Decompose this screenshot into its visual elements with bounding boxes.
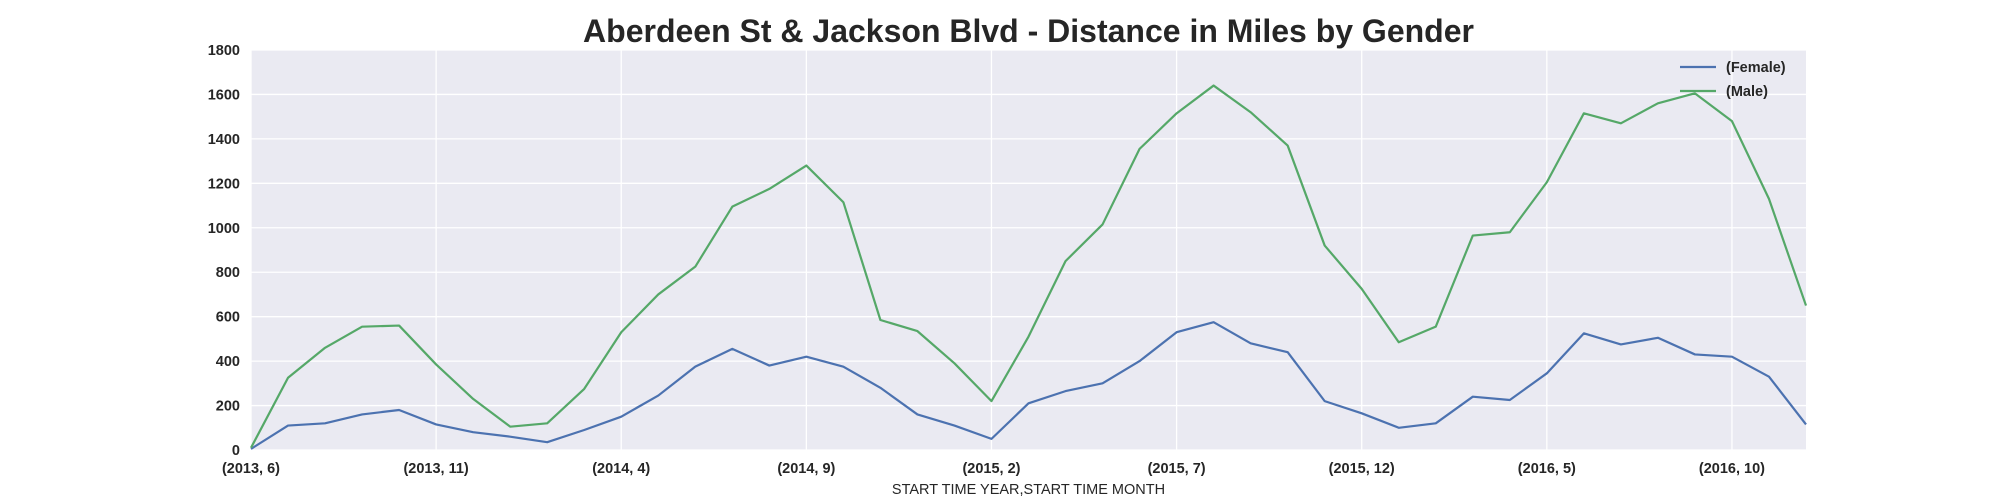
x-tick-label: (2013, 6) xyxy=(222,461,280,477)
legend-label: (Female) xyxy=(1726,60,1786,76)
x-axis-label: START TIME YEAR,START TIME MONTH xyxy=(892,482,1165,498)
y-tick-label: 1400 xyxy=(208,132,240,148)
y-tick-label: 1600 xyxy=(208,87,240,103)
grid-lines xyxy=(250,49,1806,451)
x-tick-label: (2015, 12) xyxy=(1329,461,1395,477)
series-1 xyxy=(250,84,1808,449)
series-lines xyxy=(250,84,1808,450)
y-tick-label: 0 xyxy=(232,443,240,459)
chart-title: Aberdeen St & Jackson Blvd - Distance in… xyxy=(583,13,1474,49)
legend: (Female) (Male) xyxy=(1680,60,1786,100)
x-axis-ticks: (2013, 6) (2013, 11) (2014, 4) (2014, 9) (20… xyxy=(222,461,1765,477)
x-tick-label: (2016, 10) xyxy=(1699,461,1765,477)
series-0 xyxy=(250,321,1807,450)
plot-area xyxy=(251,50,1806,450)
series-line xyxy=(250,321,1807,450)
x-tick-label: (2015, 2) xyxy=(962,461,1020,477)
x-tick-label: (2015, 7) xyxy=(1148,461,1206,477)
y-tick-label: 600 xyxy=(216,310,240,326)
series-line xyxy=(250,84,1808,449)
y-tick-label: 1800 xyxy=(208,43,240,59)
y-tick-label: 1200 xyxy=(208,176,240,192)
legend-label: (Male) xyxy=(1726,84,1768,100)
y-tick-label: 200 xyxy=(216,399,240,415)
x-tick-label: (2014, 9) xyxy=(777,461,835,477)
x-tick-label: (2013, 11) xyxy=(403,461,468,477)
y-tick-label: 800 xyxy=(216,265,240,281)
x-tick-label: (2014, 4) xyxy=(592,461,650,477)
x-tick-label: (2016, 5) xyxy=(1518,461,1576,477)
y-axis-ticks: 0 200 400 600 800 1000 1200 1400 1600 1800 xyxy=(208,43,240,459)
y-tick-label: 400 xyxy=(216,354,240,370)
y-tick-label: 1000 xyxy=(208,221,240,237)
